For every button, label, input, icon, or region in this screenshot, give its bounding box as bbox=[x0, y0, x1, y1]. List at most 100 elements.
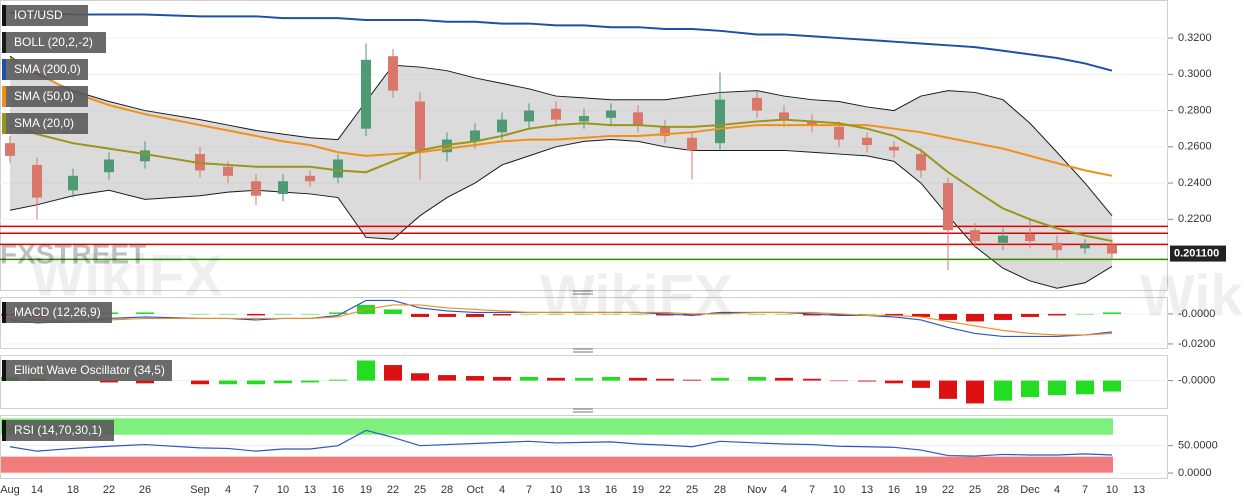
histogram-bar bbox=[466, 376, 484, 381]
candle-body bbox=[415, 101, 425, 151]
x-tick-label: Dec bbox=[1020, 484, 1040, 496]
x-tick-label: 25 bbox=[686, 484, 698, 496]
legend-swatch bbox=[2, 32, 6, 53]
histogram-bar bbox=[301, 313, 319, 315]
legend-label: Elliott Wave Oscillator (34,5) bbox=[14, 363, 165, 377]
histogram-bar bbox=[602, 376, 620, 381]
histogram-bar bbox=[1048, 313, 1066, 316]
y-tick-label: -0.0200 bbox=[1178, 338, 1215, 350]
x-tick-label: 4 bbox=[1054, 484, 1060, 496]
legend-label: SMA (200,0) bbox=[14, 62, 81, 76]
x-tick-label: 26 bbox=[139, 484, 151, 496]
legend-box bbox=[2, 5, 88, 26]
candle-body bbox=[779, 112, 789, 120]
histogram-bar bbox=[711, 377, 729, 381]
bollinger-upper bbox=[9, 55, 1113, 217]
histogram-bar bbox=[136, 380, 154, 384]
overbought-zone bbox=[1, 418, 1113, 435]
x-tick-label: 7 bbox=[1082, 484, 1088, 496]
watermarks: FXSTREET WikiFX WikiFX WikiFX bbox=[0, 238, 1244, 328]
histogram-bar bbox=[219, 313, 237, 315]
histogram-bar bbox=[384, 365, 402, 381]
candle-body bbox=[715, 99, 725, 144]
y-tick-label: 50.0000 bbox=[1178, 440, 1218, 452]
sma-line bbox=[9, 118, 1113, 243]
histogram-bar bbox=[994, 313, 1012, 320]
histogram-bar bbox=[493, 376, 511, 381]
candle-body bbox=[1080, 244, 1090, 249]
x-tick-label: Nov bbox=[747, 484, 767, 496]
histogram-bar bbox=[329, 379, 347, 381]
histogram-bar bbox=[939, 380, 957, 399]
candle-body bbox=[333, 159, 343, 178]
histogram-bar bbox=[966, 380, 984, 404]
x-tick-label: 13 bbox=[1133, 484, 1145, 496]
histogram-bar bbox=[1103, 312, 1121, 314]
candle-body bbox=[524, 110, 534, 122]
candle-body bbox=[807, 121, 817, 126]
y-tick-label: -0.0000 bbox=[1178, 308, 1215, 320]
histogram-bar bbox=[748, 376, 766, 381]
legend-box bbox=[2, 302, 112, 323]
histogram-bar bbox=[219, 380, 237, 385]
legend-label: MACD (12,26,9) bbox=[14, 305, 101, 319]
x-tick-label: 16 bbox=[605, 484, 617, 496]
legend-swatch bbox=[2, 113, 6, 134]
histogram-bar bbox=[885, 380, 903, 384]
histogram-bar bbox=[438, 375, 456, 381]
candle-body bbox=[1025, 233, 1035, 242]
candle-body bbox=[943, 183, 953, 231]
y-tick-label: 0.3200 bbox=[1178, 32, 1212, 44]
histogram-bar bbox=[247, 313, 265, 316]
legend-swatch bbox=[2, 86, 6, 107]
histogram-bar bbox=[629, 377, 647, 381]
histogram-bar bbox=[803, 378, 821, 381]
legend-swatch bbox=[2, 302, 6, 323]
candle-body bbox=[32, 164, 42, 198]
histogram-bar bbox=[775, 377, 793, 381]
legend-swatch bbox=[2, 420, 6, 441]
x-tick-label: 4 bbox=[499, 484, 505, 496]
legend-box bbox=[2, 113, 88, 134]
candle-body bbox=[606, 110, 616, 118]
last-price-box bbox=[1170, 245, 1226, 262]
sma-line bbox=[10, 11, 1113, 72]
legend-label: IOT/USD bbox=[14, 8, 63, 22]
x-tick-label: 25 bbox=[969, 484, 981, 496]
histogram-bar bbox=[1048, 380, 1066, 396]
x-tick-label: 28 bbox=[441, 484, 453, 496]
last-price-label: 0.201100 bbox=[1174, 247, 1219, 259]
candle-body bbox=[633, 112, 643, 126]
histogram-bar bbox=[1021, 380, 1039, 398]
histogram-bar bbox=[384, 309, 402, 314]
histogram-bar bbox=[994, 380, 1012, 401]
histogram-bar bbox=[656, 313, 674, 316]
legend-label: SMA (20,0) bbox=[14, 116, 74, 130]
histogram-bar bbox=[1103, 380, 1121, 392]
candle-body bbox=[497, 119, 507, 133]
bollinger-lower bbox=[9, 139, 1113, 289]
x-tick-label: 10 bbox=[833, 484, 845, 496]
x-tick-label: 16 bbox=[332, 484, 344, 496]
y-tick-label: 0.2400 bbox=[1178, 177, 1212, 189]
x-tick-label: 7 bbox=[253, 484, 259, 496]
histogram-bar bbox=[191, 380, 209, 385]
watermark: FXSTREET bbox=[0, 238, 146, 269]
histogram-bar bbox=[411, 373, 429, 381]
candle-body bbox=[660, 126, 670, 136]
x-tick-label: 14 bbox=[31, 484, 43, 496]
oversold-zone bbox=[1, 456, 1113, 474]
candle-body bbox=[470, 130, 480, 142]
histogram-bar bbox=[629, 313, 647, 315]
y-tick-label: 0.2600 bbox=[1178, 141, 1212, 153]
candle-body bbox=[916, 154, 926, 171]
candle-body bbox=[361, 59, 371, 129]
histogram-bar bbox=[858, 313, 876, 315]
candle-body bbox=[998, 235, 1008, 243]
x-tick-label: 7 bbox=[526, 484, 532, 496]
x-tick-label: Sep bbox=[190, 484, 210, 496]
histogram-bar bbox=[966, 313, 984, 322]
histogram-bar bbox=[247, 380, 265, 385]
candle-body bbox=[970, 230, 980, 242]
